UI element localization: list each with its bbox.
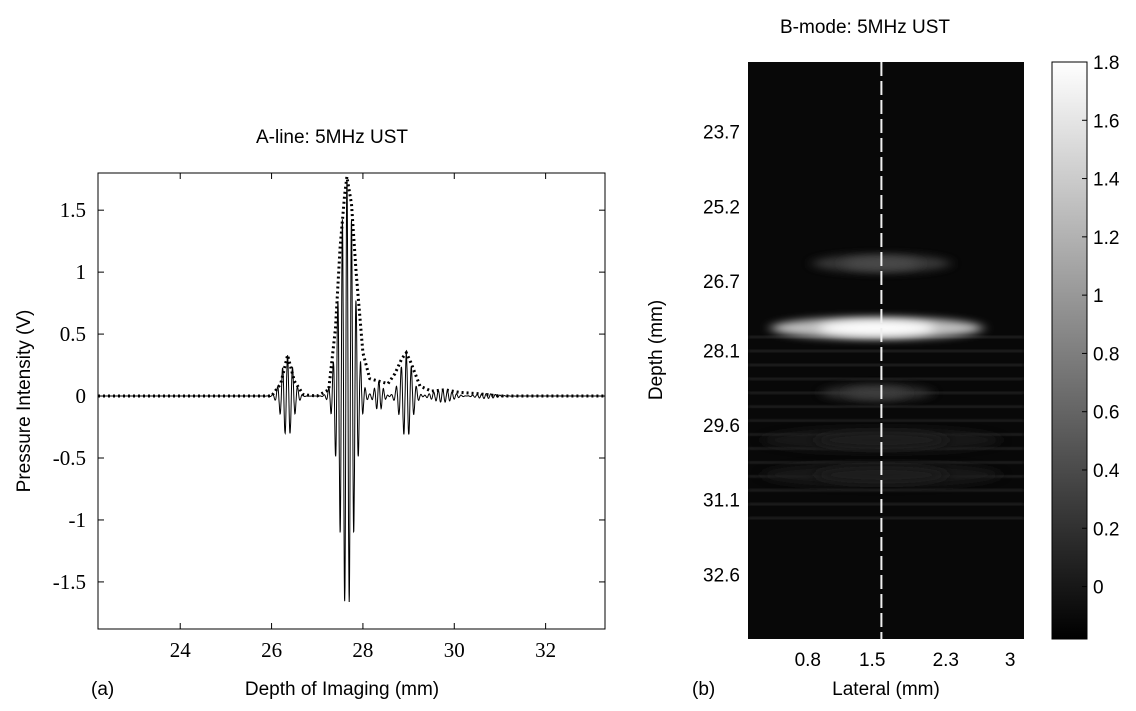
panel-a-y-ticks: 1.5 1 0.5 0 -0.5 -1 -1.5 <box>53 198 605 594</box>
reflector <box>821 384 932 401</box>
panel-b-y-tick-label: 28.1 <box>703 342 740 363</box>
panel-a-x-tick-label: 30 <box>444 638 465 662</box>
panel-b-ylabel: Depth (mm) <box>646 300 667 400</box>
speckle-band <box>748 516 1024 520</box>
panel-b-label: (b) <box>692 679 715 700</box>
colorbar-tick-label: 1 <box>1093 286 1104 307</box>
reflector <box>771 317 983 340</box>
speckle-band <box>748 502 1024 506</box>
speckle-band <box>748 349 1024 353</box>
reflector-core <box>846 387 908 399</box>
speckle-band <box>748 405 1024 409</box>
reflector <box>761 427 1002 453</box>
speckle-band <box>748 460 1024 464</box>
panel-a-x-tick-label: 24 <box>170 638 192 662</box>
panel-b-y-tick-label: 29.6 <box>703 416 740 437</box>
panel-b-x-tick-label: 2.3 <box>933 650 959 671</box>
panel-b-title: B-mode: 5MHz UST <box>780 17 950 38</box>
panel-a-line: A-line: 5MHz UST 24 26 28 30 32 1.5 1 0.5 0 -0.5… <box>14 127 606 700</box>
panel-b-xlabel: Lateral (mm) <box>832 679 940 700</box>
reflector-core <box>815 431 948 449</box>
speckle-band <box>748 363 1024 367</box>
reflector-core <box>818 320 935 336</box>
panel-b-y-tick-label: 25.2 <box>703 197 740 218</box>
panel-a-y-tick-label: -0.5 <box>53 446 86 470</box>
colorbar-tick-label: 1.2 <box>1093 228 1119 249</box>
panel-b-x-ticks: 0.8 1.5 2.3 3 <box>795 650 1016 671</box>
panel-a-label: (a) <box>91 679 114 700</box>
panel-b-x-tick-label: 0.8 <box>795 650 821 671</box>
speckle-band <box>748 377 1024 381</box>
panel-b-mode: B-mode: 5MHz UST 0.8 1.5 2.3 3 23.7 25.2 26.7… <box>646 17 1120 700</box>
panel-b-y-tick-label: 23.7 <box>703 123 740 144</box>
panel-b-y-tick-label: 26.7 <box>703 272 740 293</box>
panel-a-y-tick-label: 1.5 <box>60 198 86 222</box>
panel-b-y-tick-label: 32.6 <box>703 565 740 586</box>
colorbar <box>1051 61 1088 640</box>
colorbar-tick-label: 0.4 <box>1093 461 1120 482</box>
panel-b-x-tick-label: 1.5 <box>859 650 885 671</box>
panel-a-y-tick-label: 0 <box>76 384 87 408</box>
colorbar-tick-label: 0.6 <box>1093 403 1119 424</box>
panel-a-xlabel: Depth of Imaging (mm) <box>245 679 439 700</box>
colorbar-tick-label: 0 <box>1093 578 1104 599</box>
series-envelope-line <box>98 176 605 398</box>
panel-a-x-tick-label: 28 <box>352 638 373 662</box>
colorbar-tick-label: 1.4 <box>1093 170 1120 191</box>
panel-b-y-tick-label: 31.1 <box>703 491 740 512</box>
panel-a-y-tick-label: 1 <box>76 260 87 284</box>
panel-a-title: A-line: 5MHz UST <box>256 127 408 148</box>
colorbar-ticks: 1.8 1.6 1.4 1.2 1 0.8 0.6 0.4 0.2 0 <box>1082 53 1120 599</box>
panel-a-x-ticks: 24 26 28 30 32 <box>170 173 556 662</box>
panel-a-y-tick-label: -1.5 <box>53 570 86 594</box>
panel-a-x-tick-label: 32 <box>535 638 556 662</box>
colorbar-tick-label: 1.8 <box>1093 53 1119 74</box>
speckle-band <box>748 419 1024 423</box>
panel-b-y-ticks: 23.7 25.2 26.7 28.1 29.6 31.1 32.6 <box>703 123 740 587</box>
colorbar-tick-label: 0.2 <box>1093 519 1119 540</box>
panel-a-x-tick-label: 26 <box>261 638 282 662</box>
colorbar-tick-label: 0.8 <box>1093 344 1119 365</box>
panel-a-y-tick-label: 0.5 <box>60 322 86 346</box>
speckle-band <box>748 488 1024 492</box>
panel-b-x-tick-label: 3 <box>1005 650 1016 671</box>
panel-a-y-tick-label: -1 <box>69 508 87 532</box>
panel-a-ylabel: Pressure Intensity (V) <box>14 310 35 493</box>
colorbar-tick-label: 1.6 <box>1093 111 1119 132</box>
